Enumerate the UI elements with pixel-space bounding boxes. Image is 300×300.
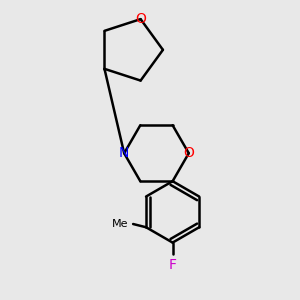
- Text: Me: Me: [112, 219, 128, 229]
- Text: F: F: [169, 258, 177, 272]
- Text: O: O: [183, 146, 194, 160]
- Text: N: N: [119, 146, 129, 160]
- Text: O: O: [135, 12, 146, 26]
